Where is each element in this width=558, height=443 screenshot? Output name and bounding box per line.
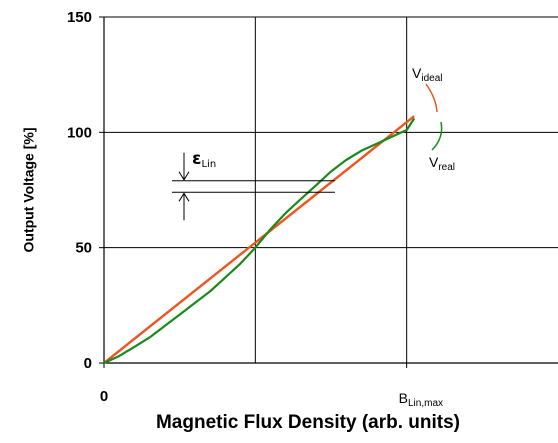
x-tick-label: BLin,max: [399, 390, 443, 409]
series-line-ideal: [103, 115, 415, 364]
x-tick-label: 0: [100, 388, 108, 405]
tick-labels: 0 50 100 150 0 BLin,max: [67, 9, 443, 409]
epsilon-annotation: εLin: [172, 149, 335, 221]
axes: [99, 16, 558, 368]
arrow-up-icon: [178, 192, 190, 202]
y-tick-label: 150: [67, 9, 92, 26]
series-line-real: [103, 117, 416, 365]
y-tick-label: 0: [84, 355, 92, 372]
ideal-leader-line: [425, 83, 438, 113]
y-axis-label: Output Voltage [%]: [21, 128, 37, 253]
ideal-label: Videal: [412, 65, 442, 84]
real-label: Vreal: [429, 154, 455, 173]
y-tick-label: 50: [75, 240, 92, 257]
y-tick-label: 100: [67, 124, 92, 141]
plot-area: [104, 17, 558, 363]
x-axis-label: Magnetic Flux Density (arb. units): [156, 412, 460, 433]
arrow-down-icon: [178, 171, 190, 181]
series-group: [103, 115, 416, 365]
real-leader-line: [431, 121, 443, 151]
curve-labels: Videal Vreal: [412, 65, 455, 173]
grid: [104, 16, 558, 363]
epsilon-label: εLin: [192, 149, 216, 170]
